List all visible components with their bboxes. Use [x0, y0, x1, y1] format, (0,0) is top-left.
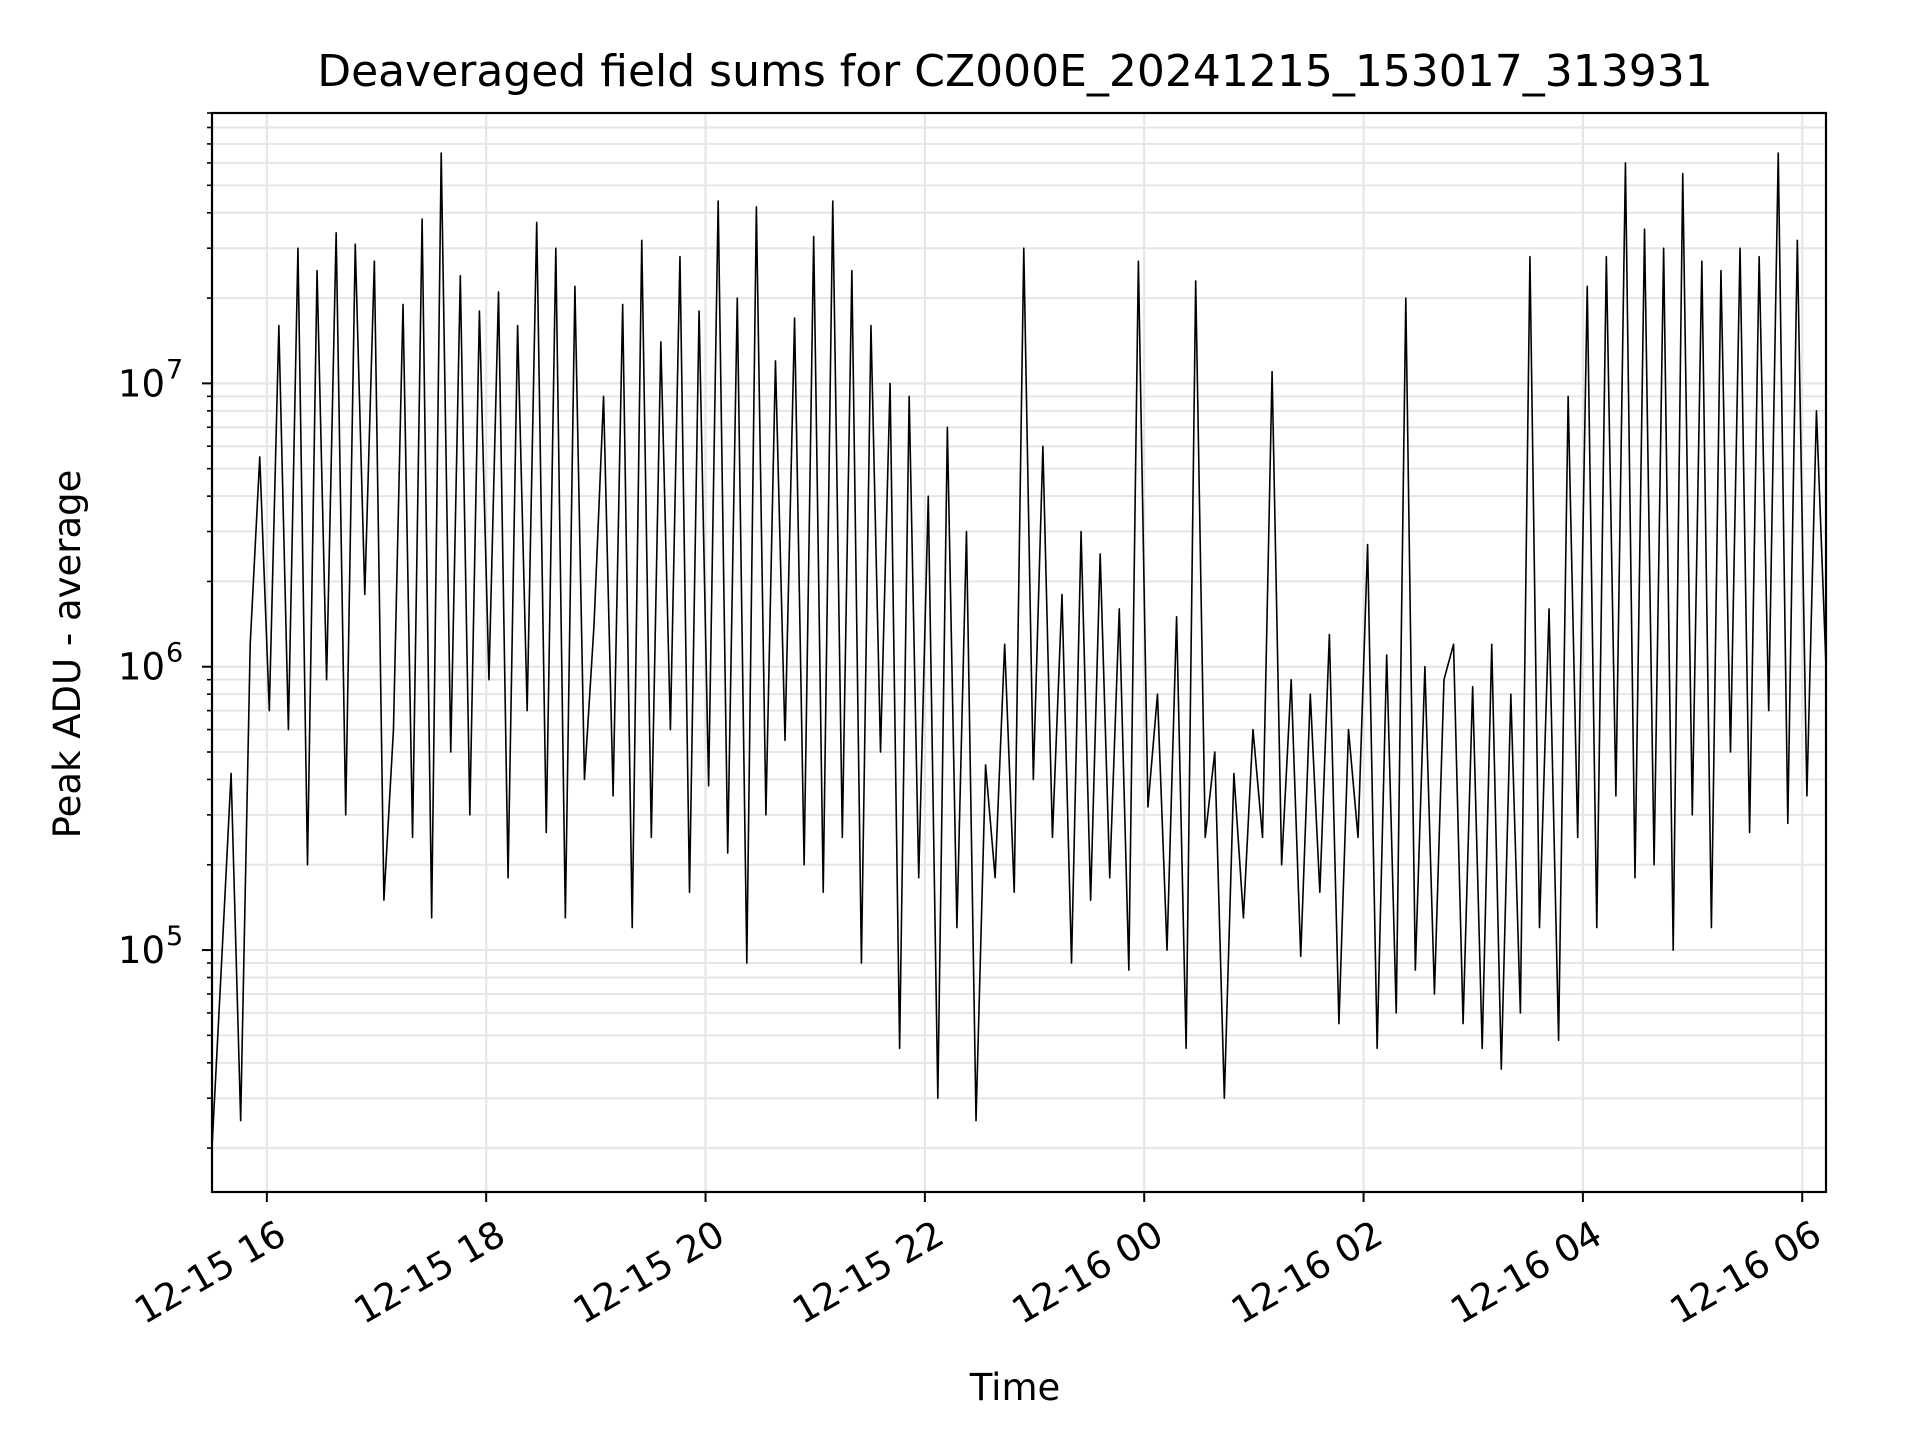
- y-tick-exponent: 7: [166, 354, 183, 385]
- series-group: [211, 152, 1827, 1149]
- series-line-0: [211, 152, 1827, 1149]
- plot-frame: [210, 111, 1828, 1194]
- y-tick-label: 10: [118, 646, 165, 689]
- y-tick-exponent: 6: [166, 638, 183, 669]
- y-tick-label: 10: [118, 362, 165, 405]
- y-axis-label: Peak ADU - average: [46, 470, 89, 839]
- chart-title: Deaveraged field sums for CZ000E_2024121…: [317, 46, 1713, 97]
- y-tick-exponent: 5: [166, 921, 183, 952]
- y-tick-label: 10: [118, 929, 165, 972]
- x-axis-label: Time: [969, 1366, 1061, 1409]
